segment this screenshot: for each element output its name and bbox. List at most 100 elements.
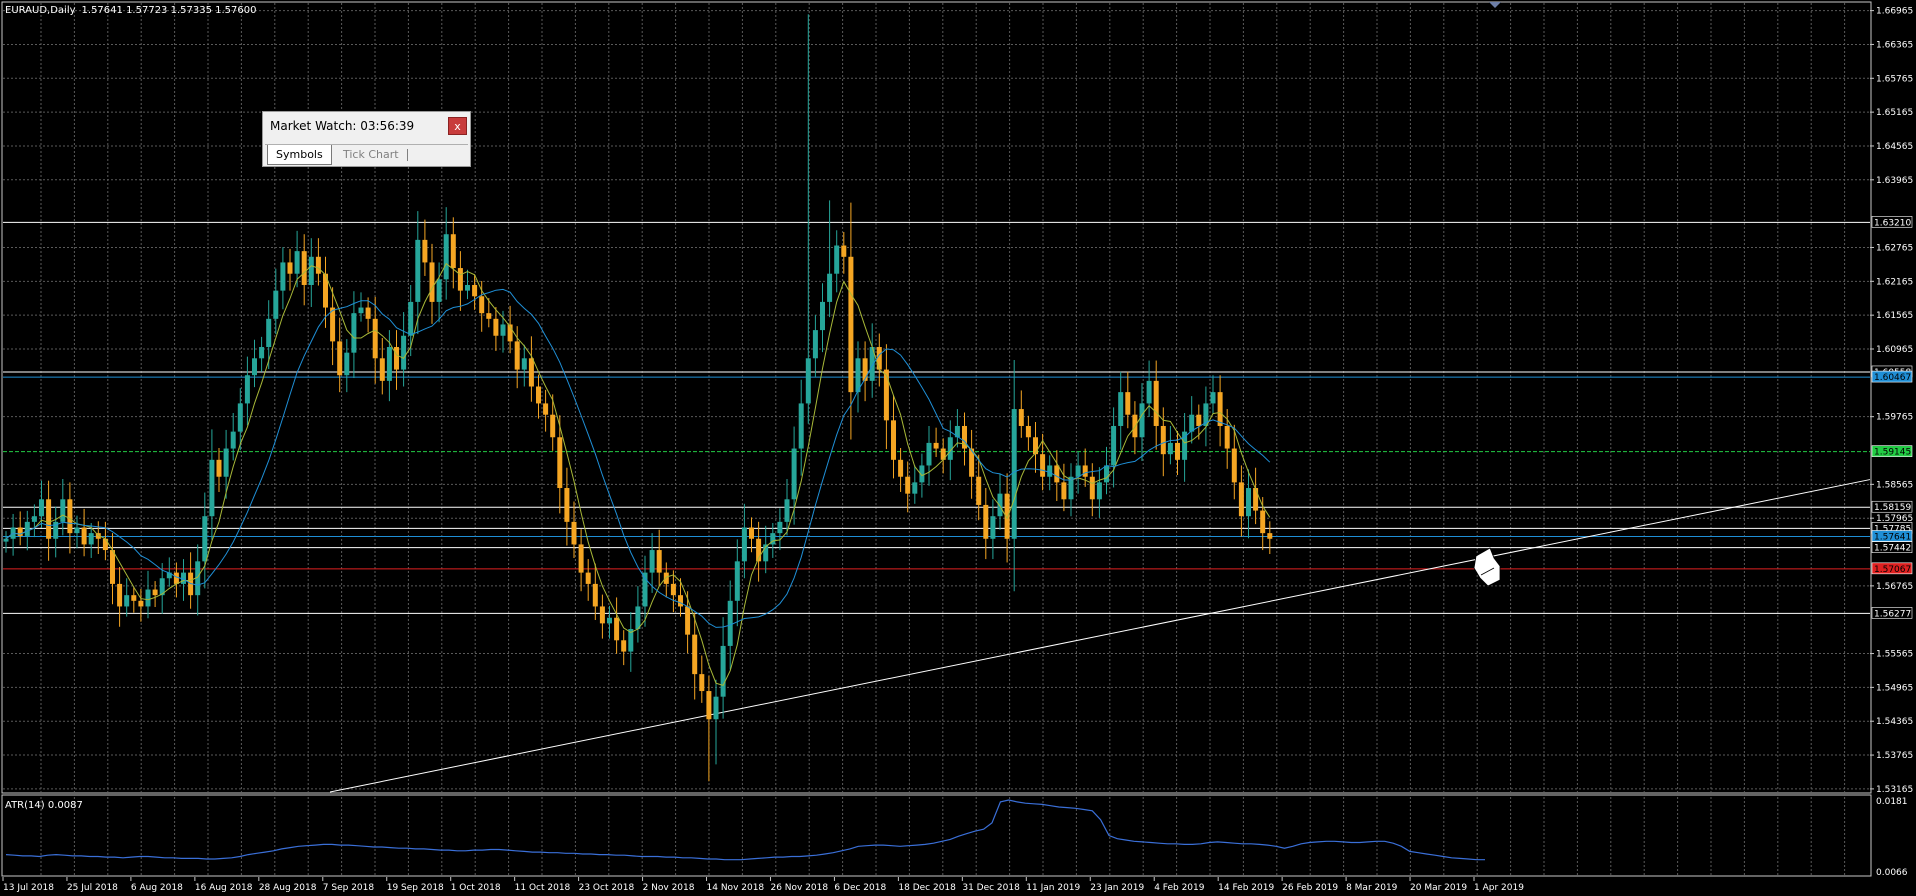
market-watch-title: Market Watch: 03:56:39 <box>270 119 415 133</box>
candle-body <box>422 239 428 263</box>
level-price-box <box>1871 541 1913 553</box>
price-tick-label: 1.64565 <box>1876 142 1913 152</box>
candle-body <box>869 347 875 381</box>
level-price-box <box>1871 562 1913 575</box>
date-tick-label: 1 Oct 2018 <box>451 883 501 893</box>
hand-cursor-detail <box>1480 567 1495 576</box>
hand-cursor-shape <box>1473 547 1501 587</box>
candle-body <box>301 251 307 285</box>
date-tick-label: 14 Feb 2019 <box>1218 883 1274 893</box>
symbol-label: EURAUD,Daily 1.57641 1.57723 1.57335 1.57… <box>5 5 256 16</box>
date-tick-label: 6 Aug 2018 <box>131 883 183 893</box>
candle-body <box>983 504 989 539</box>
candle-body <box>124 595 130 607</box>
candle-body <box>692 634 698 675</box>
candle-body <box>990 516 996 539</box>
candle-body <box>230 431 236 449</box>
horizontal-levels[interactable]: 1.632101.605581.604671.591451.581591.577… <box>3 216 1913 619</box>
candle-body <box>1189 414 1195 432</box>
candle-body <box>1153 380 1159 426</box>
candle-body <box>663 572 669 584</box>
candle-body <box>1004 493 1010 539</box>
candle-body <box>841 245 847 257</box>
candle-body <box>1132 414 1138 438</box>
candle-body <box>756 538 762 562</box>
candle-body <box>997 493 1003 517</box>
candle-body <box>848 256 854 393</box>
candle-body <box>912 482 918 494</box>
candle-body <box>1040 454 1046 477</box>
chart-frames <box>1 1 1872 877</box>
candle-body <box>273 290 279 319</box>
candle-body <box>500 324 506 336</box>
candle-body <box>1224 425 1230 449</box>
candle-body <box>770 533 776 545</box>
price-tick-label: 1.65765 <box>1876 74 1913 84</box>
candle-body <box>1238 482 1244 517</box>
shift-marker-icon[interactable] <box>1489 2 1501 8</box>
date-tick-label: 6 Dec 2018 <box>834 883 886 893</box>
candle-body <box>81 527 87 545</box>
date-tick-label: 31 Dec 2018 <box>962 883 1020 893</box>
candle-body <box>1018 409 1024 426</box>
candle-body <box>457 268 463 291</box>
candle-body <box>358 307 364 314</box>
trendline-segment <box>329 479 1871 793</box>
candle-body <box>3 538 9 542</box>
candle-body <box>1217 392 1223 426</box>
candle-body <box>763 544 769 562</box>
candle-body <box>713 696 719 720</box>
candle-body <box>883 369 889 421</box>
candle-body <box>266 318 272 348</box>
candle-body <box>39 499 44 517</box>
close-button[interactable]: x <box>448 117 467 135</box>
candle-body <box>827 273 833 302</box>
market-watch-window[interactable]: Market Watch: 03:56:39 x Symbols Tick Ch… <box>262 111 471 167</box>
date-tick-label: 26 Feb 2019 <box>1282 883 1338 893</box>
candle-body <box>493 318 499 336</box>
candle-body <box>720 645 726 697</box>
candle-body <box>372 318 378 359</box>
candle-body <box>571 521 577 545</box>
candle-body <box>592 583 598 607</box>
trendline[interactable] <box>329 479 1871 793</box>
tab-tick-chart[interactable]: Tick Chart <box>343 148 399 161</box>
price-tick-label: 1.53165 <box>1876 785 1913 795</box>
candle-body <box>159 578 165 596</box>
candle-body <box>1146 380 1152 404</box>
candle-body <box>564 488 570 522</box>
candle-body <box>17 527 23 536</box>
candle-body <box>280 262 286 291</box>
candle-body <box>919 465 925 483</box>
candle-body <box>223 448 229 477</box>
tab-symbols[interactable]: Symbols <box>267 145 332 165</box>
price-tick-label: 1.59765 <box>1876 413 1913 423</box>
atr-indicator <box>5 799 1485 861</box>
candle-body <box>1054 465 1060 483</box>
candle-body <box>905 476 911 494</box>
candle-body <box>628 629 634 652</box>
candle-body <box>635 606 641 630</box>
price-tick-label: 1.54365 <box>1876 717 1913 727</box>
candle-body <box>195 561 201 596</box>
candle-body <box>110 550 115 584</box>
hand-cursor-icon <box>1473 547 1501 587</box>
candle-body <box>1082 465 1088 477</box>
candle-body <box>820 301 825 331</box>
candle-body <box>791 448 797 500</box>
atr-label: ATR(14) 0.0087 <box>5 800 83 811</box>
price-tick-label: 1.66365 <box>1876 40 1913 50</box>
candle-body <box>1096 482 1102 500</box>
candle-body <box>60 499 66 522</box>
candle-body <box>379 358 385 381</box>
candle-body <box>656 550 662 573</box>
candle-body <box>976 476 982 505</box>
candle-body <box>685 606 691 635</box>
candle-body <box>209 459 215 517</box>
candle-body <box>138 600 144 607</box>
moving-averages <box>5 262 1271 687</box>
candle-body <box>1061 482 1067 500</box>
candle-body <box>486 313 492 319</box>
date-tick-label: 20 Mar 2019 <box>1410 883 1467 893</box>
candle-body <box>798 403 804 449</box>
